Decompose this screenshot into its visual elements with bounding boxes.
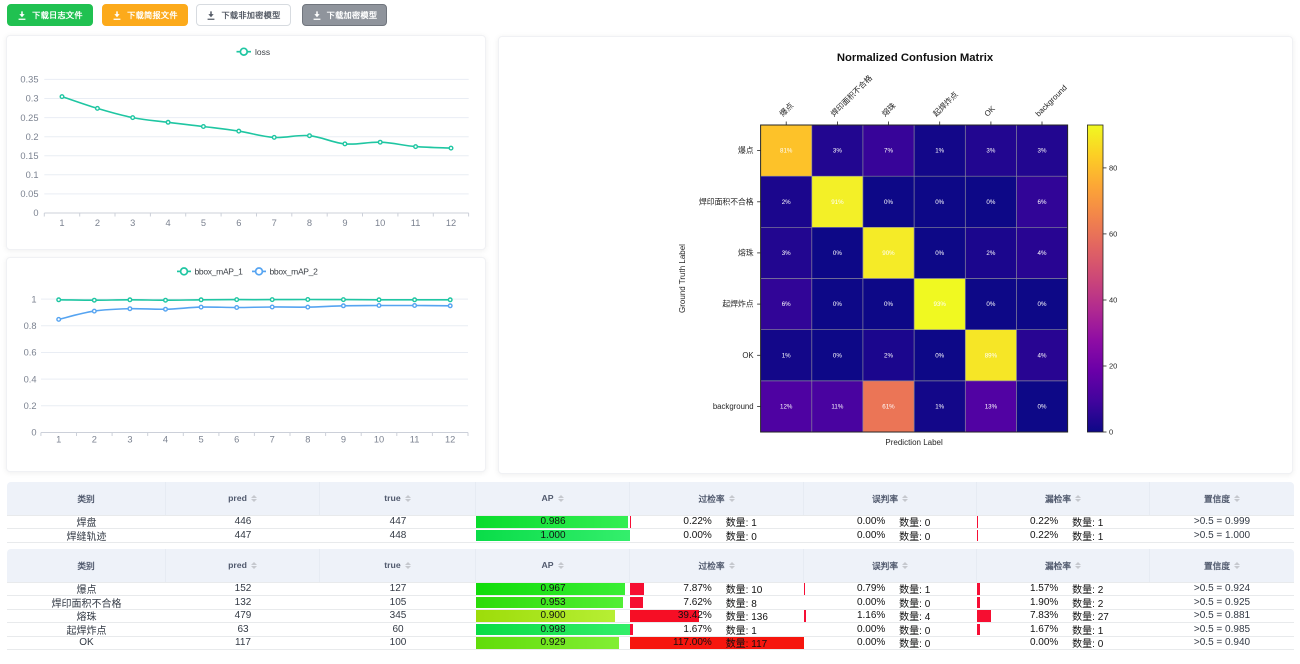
svg-text:0.2: 0.2: [24, 401, 37, 411]
svg-text:6%: 6%: [782, 301, 791, 308]
svg-text:61%: 61%: [882, 403, 895, 410]
svg-text:0%: 0%: [1038, 301, 1047, 308]
svg-text:0.05: 0.05: [20, 189, 38, 199]
svg-text:4: 4: [163, 435, 168, 445]
svg-text:0: 0: [33, 208, 38, 218]
svg-text:2%: 2%: [986, 250, 995, 257]
svg-text:0%: 0%: [986, 301, 995, 308]
svg-text:12: 12: [445, 435, 455, 445]
svg-text:40: 40: [1109, 296, 1117, 305]
svg-text:80: 80: [1109, 163, 1117, 172]
svg-text:89%: 89%: [985, 352, 998, 359]
svg-text:0: 0: [1109, 428, 1113, 437]
svg-text:0: 0: [31, 428, 36, 438]
svg-text:4%: 4%: [1038, 250, 1047, 257]
svg-text:1%: 1%: [935, 148, 944, 155]
svg-text:0.1: 0.1: [26, 170, 39, 180]
svg-text:90%: 90%: [882, 250, 895, 257]
svg-text:10: 10: [375, 218, 385, 228]
svg-text:4%: 4%: [1038, 352, 1047, 359]
svg-text:8: 8: [307, 218, 312, 228]
svg-text:0%: 0%: [884, 199, 893, 206]
svg-text:0.8: 0.8: [24, 321, 37, 331]
svg-text:3%: 3%: [782, 250, 791, 257]
svg-text:11: 11: [410, 435, 420, 445]
svg-text:焊印面积不合格: 焊印面积不合格: [699, 196, 754, 206]
svg-text:0.35: 0.35: [20, 75, 38, 85]
svg-text:7: 7: [272, 218, 277, 228]
svg-text:12%: 12%: [780, 403, 793, 410]
svg-text:0%: 0%: [833, 301, 842, 308]
svg-text:Normalized Confusion Matrix: Normalized Confusion Matrix: [837, 52, 994, 64]
svg-text:0%: 0%: [833, 352, 842, 359]
svg-text:Ground Truth Label: Ground Truth Label: [678, 244, 687, 313]
svg-text:2: 2: [92, 435, 97, 445]
svg-text:6%: 6%: [1038, 199, 1047, 206]
svg-text:0.3: 0.3: [26, 94, 39, 104]
svg-text:10: 10: [374, 435, 384, 445]
svg-text:6: 6: [234, 435, 239, 445]
svg-text:81%: 81%: [780, 148, 793, 155]
svg-text:0%: 0%: [833, 250, 842, 257]
svg-text:11%: 11%: [831, 403, 843, 410]
svg-text:7%: 7%: [884, 148, 893, 155]
svg-text:3%: 3%: [986, 148, 995, 155]
svg-text:93%: 93%: [934, 301, 947, 308]
svg-text:2%: 2%: [782, 199, 791, 206]
svg-text:1: 1: [31, 294, 36, 304]
svg-text:4: 4: [166, 218, 171, 228]
svg-text:9: 9: [342, 218, 347, 228]
svg-text:0%: 0%: [986, 199, 995, 206]
svg-text:0%: 0%: [935, 352, 944, 359]
svg-text:0%: 0%: [935, 250, 944, 257]
svg-text:60: 60: [1109, 229, 1117, 238]
svg-text:焊印面积不合格: 焊印面积不合格: [828, 73, 874, 119]
svg-text:0.6: 0.6: [24, 348, 37, 358]
svg-text:5: 5: [201, 218, 206, 228]
svg-text:0%: 0%: [1038, 403, 1047, 410]
svg-text:3: 3: [130, 218, 135, 228]
svg-text:6: 6: [236, 218, 241, 228]
svg-text:熔珠: 熔珠: [879, 100, 897, 118]
svg-text:20: 20: [1109, 362, 1117, 371]
svg-text:background: background: [713, 402, 754, 411]
svg-text:OK: OK: [742, 351, 754, 360]
svg-text:熔珠: 熔珠: [738, 247, 754, 257]
svg-text:12: 12: [446, 218, 456, 228]
svg-text:爆点: 爆点: [738, 145, 754, 155]
svg-text:2: 2: [95, 218, 100, 228]
svg-text:91%: 91%: [831, 199, 844, 206]
svg-text:8: 8: [305, 435, 310, 445]
svg-text:3: 3: [127, 435, 132, 445]
svg-text:起焊炸点: 起焊炸点: [722, 299, 753, 309]
svg-text:bbox_mAP_1: bbox_mAP_1: [195, 267, 244, 277]
svg-text:3%: 3%: [833, 148, 842, 155]
svg-text:bbox_mAP_2: bbox_mAP_2: [270, 267, 319, 277]
svg-text:13%: 13%: [985, 403, 998, 410]
svg-text:1: 1: [56, 435, 61, 445]
svg-text:起焊炸点: 起焊炸点: [931, 89, 960, 118]
svg-text:Prediction Label: Prediction Label: [885, 438, 943, 447]
svg-text:0.15: 0.15: [20, 151, 38, 161]
svg-text:5: 5: [199, 435, 204, 445]
svg-text:爆点: 爆点: [777, 100, 795, 118]
svg-text:7: 7: [270, 435, 275, 445]
svg-text:9: 9: [341, 435, 346, 445]
svg-text:0.25: 0.25: [20, 113, 38, 123]
svg-text:background: background: [1034, 83, 1069, 118]
svg-text:loss: loss: [255, 47, 270, 57]
svg-text:0.2: 0.2: [26, 132, 39, 142]
svg-text:0%: 0%: [935, 199, 944, 206]
svg-text:3%: 3%: [1038, 148, 1047, 155]
svg-text:11: 11: [411, 218, 421, 228]
svg-text:2%: 2%: [884, 352, 893, 359]
svg-text:1%: 1%: [935, 403, 944, 410]
svg-text:0.4: 0.4: [24, 374, 37, 384]
svg-text:OK: OK: [983, 104, 998, 119]
svg-text:1: 1: [59, 218, 64, 228]
svg-text:0%: 0%: [884, 301, 893, 308]
svg-text:1%: 1%: [782, 352, 791, 359]
